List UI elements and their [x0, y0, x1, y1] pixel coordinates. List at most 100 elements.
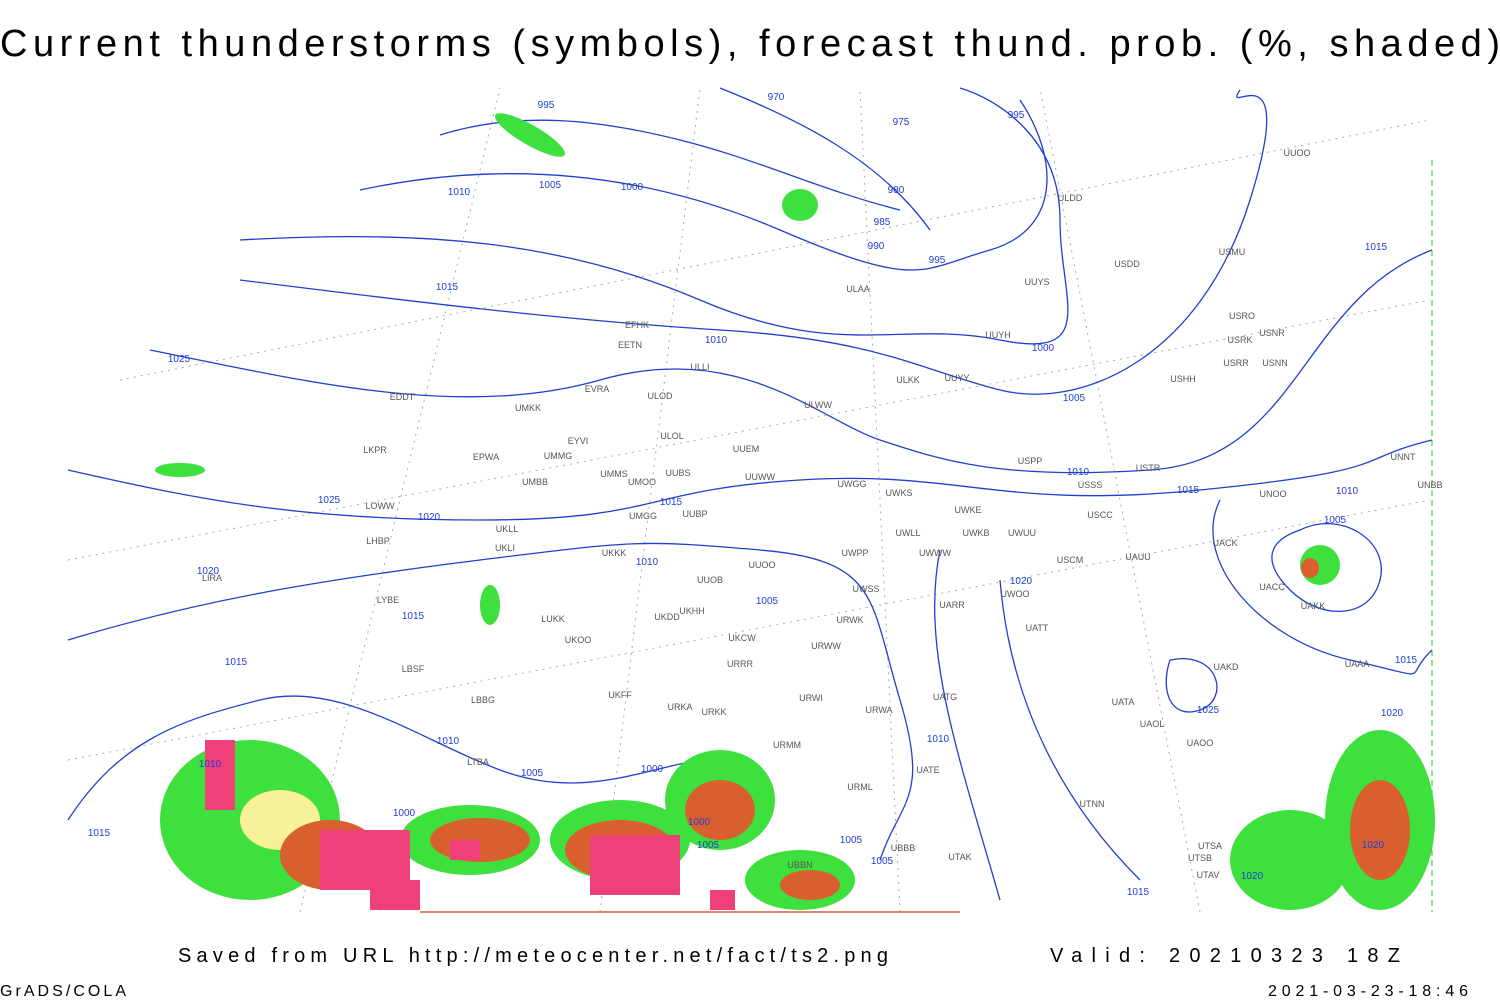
station-label: LBBG: [471, 695, 495, 705]
station-label: USPP: [1018, 456, 1043, 466]
station-label: URWI: [799, 693, 823, 703]
isobar-label: 1015: [660, 497, 683, 508]
station-label: LUKK: [541, 614, 565, 624]
station-label: UUOO: [1284, 148, 1311, 158]
station-label: UWKE: [955, 505, 982, 515]
station-label: UUYS: [1024, 277, 1049, 287]
isobar-label: 1005: [1063, 393, 1086, 404]
station-label: UKLL: [496, 524, 519, 534]
station-label: ULOD: [647, 391, 673, 401]
isobar-label: 1005: [521, 768, 544, 779]
thunderstorm-probability-shading: [155, 113, 1435, 910]
station-label: ULAA: [846, 284, 870, 294]
station-label: UACK: [1212, 538, 1237, 548]
station-label: UATA: [1112, 697, 1135, 707]
station-label: EDDT: [390, 392, 415, 402]
station-label: URWA: [866, 705, 893, 715]
station-label: UKLI: [495, 543, 515, 553]
isobar-label: 970: [768, 92, 785, 103]
station-label: UWSS: [853, 584, 880, 594]
station-label: ULOL: [660, 431, 684, 441]
isobar-label: 995: [929, 255, 946, 266]
station-label: UWOO: [1001, 589, 1030, 599]
station-label: UTNN: [1080, 799, 1105, 809]
station-label: UMOO: [628, 477, 656, 487]
station-label: LTBA: [467, 757, 489, 767]
station-label: URKK: [701, 707, 726, 717]
isobar-label: 1015: [402, 611, 425, 622]
station-label: UWLL: [895, 528, 920, 538]
station-label: UUWW: [745, 472, 775, 482]
station-label: UKCW: [728, 633, 756, 643]
station-label: UATE: [916, 765, 939, 775]
station-label: UAOL: [1140, 719, 1165, 729]
station-label: UTSB: [1188, 853, 1212, 863]
station-label: UAOO: [1187, 738, 1214, 748]
station-label: USCM: [1057, 555, 1084, 565]
isobar-label: 990: [868, 241, 885, 252]
station-label: UMGG: [629, 511, 657, 521]
isobar-label: 1005: [697, 840, 720, 851]
station-label: USHH: [1170, 374, 1196, 384]
station-label: UKHH: [679, 606, 705, 616]
isobar-label: 1010: [199, 759, 222, 770]
isobar-label: 1010: [448, 187, 471, 198]
station-label: LIRA: [202, 573, 222, 583]
station-label: EETN: [618, 340, 642, 350]
isobar-label: 1005: [539, 180, 562, 191]
station-label: USCC: [1087, 510, 1113, 520]
source-url: Saved from URL http://meteocenter.net/fa…: [178, 945, 888, 967]
station-label: URML: [847, 782, 873, 792]
station-label: UKDD: [654, 612, 680, 622]
station-label: UBBB: [891, 843, 916, 853]
valid-time: Valid: 20210323 18Z: [1050, 945, 1400, 967]
station-label: ULDD: [1058, 193, 1083, 203]
isobar-label: 985: [874, 217, 891, 228]
isobar-label: 1020: [1241, 871, 1264, 882]
station-label: UAAA: [1345, 659, 1370, 669]
station-label: UUYH: [985, 330, 1011, 340]
isobar-label: 1000: [688, 817, 711, 828]
station-label: URKA: [667, 702, 692, 712]
isobar-label: 1020: [197, 566, 220, 577]
station-label: UWPP: [842, 548, 869, 558]
station-label: UATG: [933, 692, 957, 702]
isobar-label: 1010: [1336, 486, 1359, 497]
station-label: UWKB: [963, 528, 990, 538]
station-label: LBSF: [402, 664, 425, 674]
station-label: URRR: [727, 659, 753, 669]
station-label: UNNT: [1391, 452, 1416, 462]
station-label: UACC: [1259, 582, 1285, 592]
station-label: UARR: [939, 600, 965, 610]
station-label: UKFF: [608, 690, 632, 700]
station-label: UUBP: [682, 509, 707, 519]
station-label: UAUU: [1125, 552, 1151, 562]
station-label: UKKK: [602, 548, 627, 558]
isobar-label: 1010: [437, 736, 460, 747]
station-label: LOWW: [366, 501, 396, 511]
title: Current thunderstorms (symbols), forecas…: [0, 23, 1500, 65]
isobar-label: 1015: [88, 828, 111, 839]
isobar-label: 1015: [436, 282, 459, 293]
station-label: UAKK: [1301, 601, 1326, 611]
station-label: USNN: [1262, 358, 1288, 368]
station-label: URMM: [773, 740, 801, 750]
station-label: UBBN: [787, 860, 812, 870]
station-label: UATT: [1026, 623, 1049, 633]
station-label: UMMG: [544, 451, 573, 461]
station-label: UWWW: [919, 548, 951, 558]
station-label: LYBE: [377, 595, 399, 605]
isobar-label: 1005: [840, 835, 863, 846]
isobar-label: 1020: [1381, 708, 1404, 719]
thunderstorm-symbols: [205, 740, 735, 910]
isobar-label: 1005: [1324, 515, 1347, 526]
isobar-label: 1010: [705, 335, 728, 346]
station-label: UKOO: [565, 635, 592, 645]
isobar-label: 1015: [1127, 887, 1150, 898]
station-label: UNOO: [1260, 489, 1287, 499]
isobar-label: 1025: [168, 354, 191, 365]
isobar-label: 1015: [1365, 242, 1388, 253]
station-label: ULLI: [690, 362, 709, 372]
station-label: USTR: [1136, 463, 1161, 473]
